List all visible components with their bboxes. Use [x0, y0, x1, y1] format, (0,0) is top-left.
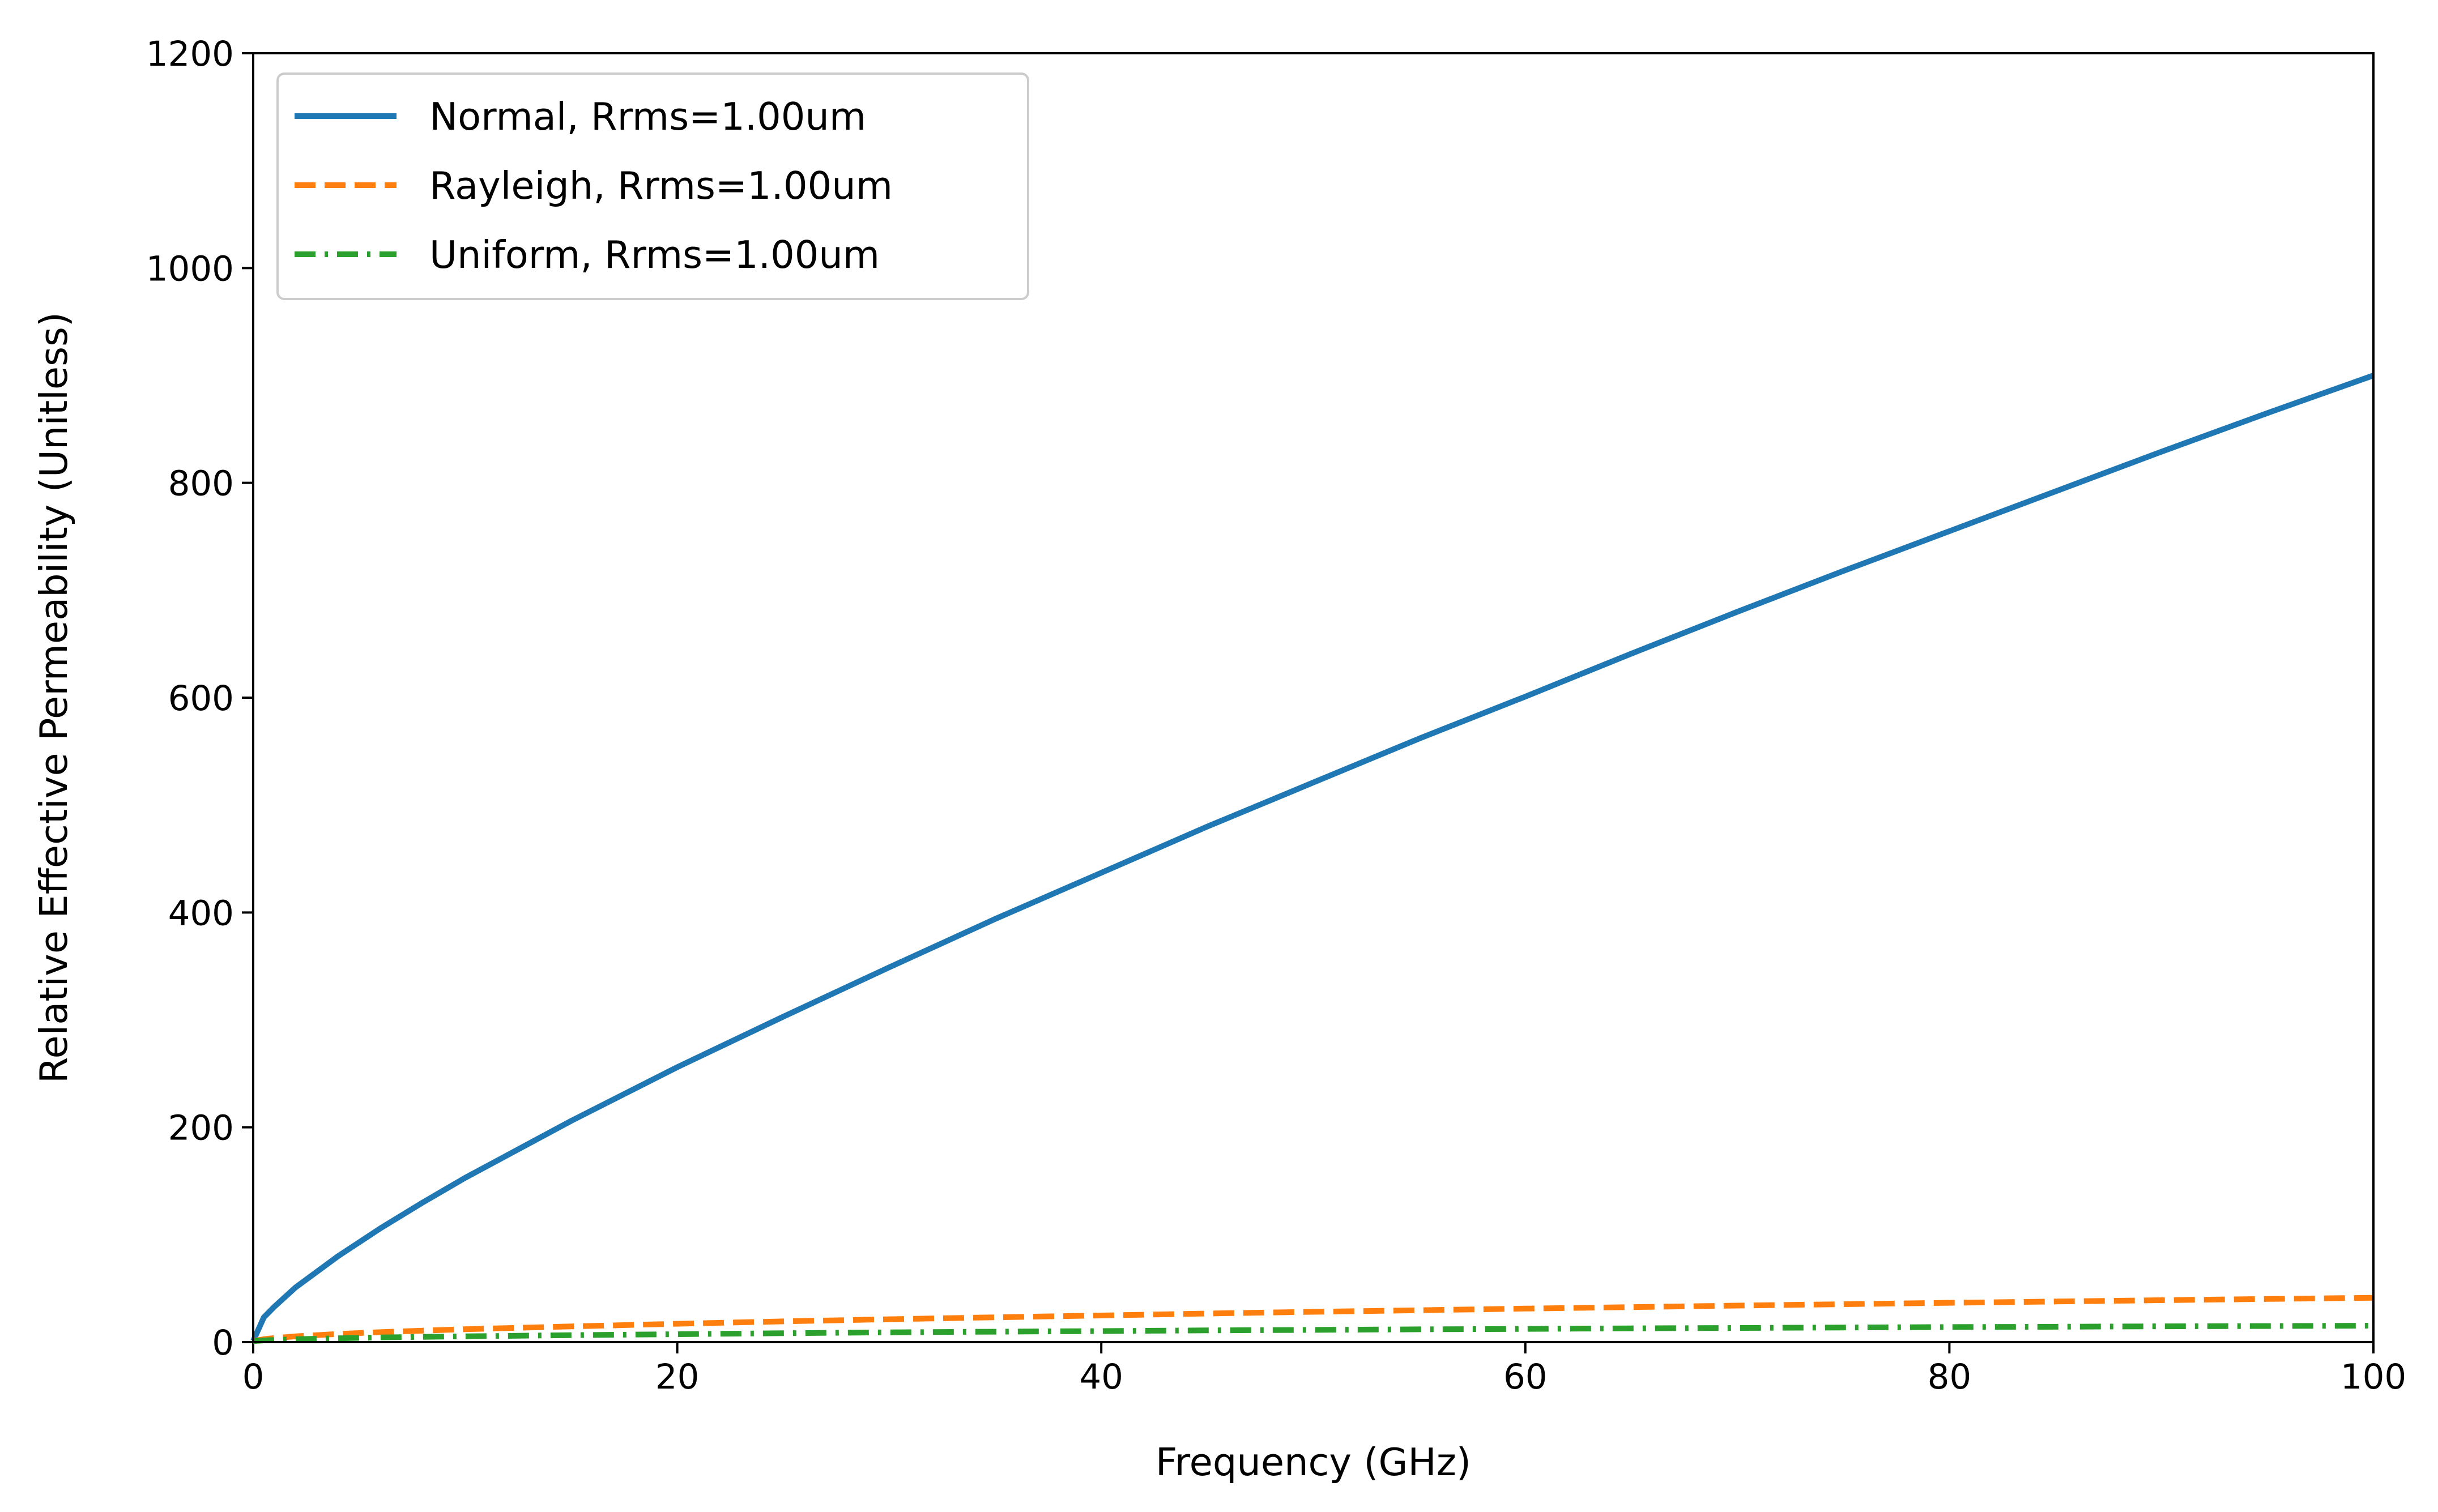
series-line-1 — [253, 1295, 2374, 1344]
legend: Normal, Rrms=1.00um Rayleigh, Rrms=1.00um… — [276, 72, 1029, 300]
legend-entry-1: Rayleigh, Rrms=1.00um — [429, 164, 893, 208]
legend-box — [276, 72, 1029, 300]
y-axis-label: Relative Effective Permeability (Unitles… — [32, 312, 76, 1083]
y-tick-label: 400 — [168, 893, 234, 933]
x-tick-label: 0 — [242, 1357, 265, 1397]
y-tick-label: 1200 — [146, 34, 234, 74]
legend-entry-2: Uniform, Rrms=1.00um — [429, 233, 880, 277]
plot-frame — [252, 52, 2375, 1343]
x-tick-label: 80 — [1928, 1357, 1972, 1397]
x-axis-label: Frequency (GHz) — [1156, 1440, 1471, 1484]
legend-entry-0: Normal, Rrms=1.00um — [429, 95, 866, 139]
series-lines — [250, 373, 2375, 1344]
x-tick-label: 20 — [655, 1357, 700, 1397]
y-tick-label: 0 — [212, 1323, 234, 1363]
y-tick-label: 1000 — [146, 249, 234, 289]
series-line-0 — [250, 373, 2375, 1343]
y-tick-label: 800 — [168, 464, 234, 504]
x-tick-label: 40 — [1079, 1357, 1123, 1397]
x-tick-label: 60 — [1503, 1357, 1548, 1397]
series-line-2 — [253, 1323, 2374, 1344]
x-tick-label: 100 — [2341, 1357, 2406, 1397]
y-tick-label: 200 — [168, 1108, 234, 1148]
y-tick-label: 600 — [168, 678, 234, 719]
